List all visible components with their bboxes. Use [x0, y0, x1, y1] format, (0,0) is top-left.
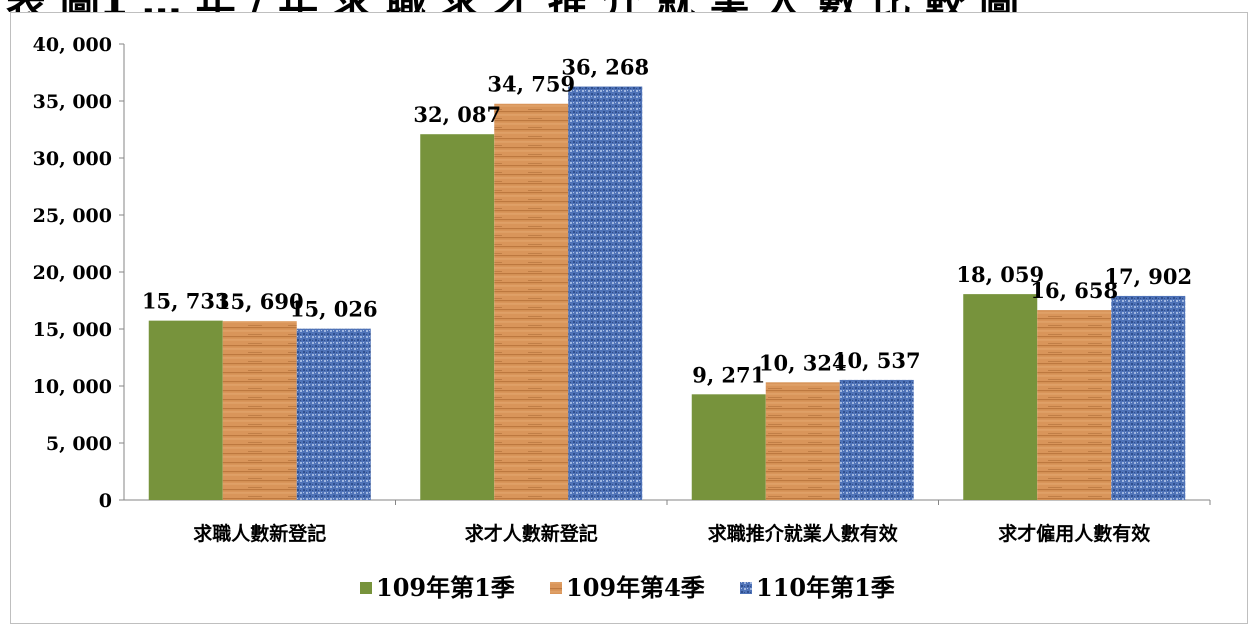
data-label: 18, 059: [956, 262, 1044, 287]
legend-label: 109年第4季: [566, 573, 705, 602]
data-label: 36, 268: [561, 55, 649, 80]
y-tick-label: 30, 000: [33, 148, 112, 170]
bar-3-4: [1111, 295, 1186, 500]
bar-3-1: [296, 328, 371, 500]
legend-label: 109年第1季: [376, 573, 515, 602]
bar-2-4: [1037, 310, 1112, 500]
bar-2-2: [494, 103, 569, 500]
data-label: 9, 271: [692, 362, 765, 387]
legend: 109年第1季 109年第4季 110年第1季: [360, 573, 895, 602]
data-label: 10, 537: [833, 348, 921, 373]
legend-swatch: [740, 582, 752, 594]
x-tick-label: 求職人數新登記: [193, 522, 326, 545]
data-label: 15, 026: [290, 297, 378, 322]
y-tick-label: 10, 000: [33, 376, 112, 398]
bar-1-2: [420, 134, 495, 501]
y-tick-label: 5, 000: [46, 433, 112, 455]
chart-title: 表 圖1 … 年 / 年 求 職 求 才 推 介 就 業 人 數 比 較 圖: [6, 0, 1019, 12]
bar-3-2: [568, 86, 643, 500]
bar-3-3: [839, 379, 914, 500]
bars: [148, 86, 1186, 501]
bar-1-1: [148, 320, 223, 500]
y-tick-label: 25, 000: [33, 205, 112, 227]
y-tick-label: 0: [99, 490, 112, 512]
title-strip: 表 圖1 … 年 / 年 求 職 求 才 推 介 就 業 人 數 比 較 圖: [0, 0, 1254, 12]
x-tick-label: 求職推介就業人數有效: [708, 522, 898, 545]
data-label: 15, 733: [142, 289, 230, 314]
axes: 0 5, 000 10, 000 15, 000 20, 000 25, 000 30, 0…: [33, 34, 1211, 545]
y-tick-label: 35, 000: [33, 91, 112, 113]
x-tick-label: 求才人數新登記: [465, 522, 598, 545]
chart-frame: [10, 12, 1248, 624]
y-tick-label: 20, 000: [33, 262, 112, 284]
data-label: 17, 902: [1104, 264, 1192, 289]
bar-1-3: [691, 394, 766, 500]
legend-swatch: [360, 582, 372, 594]
data-label: 10, 324: [759, 350, 847, 375]
bar-2-1: [222, 321, 297, 500]
data-label: 34, 759: [487, 72, 575, 97]
legend-label: 110年第1季: [756, 573, 895, 602]
data-label: 15, 690: [216, 289, 304, 314]
x-tick-label: 求才僱用人數有效: [998, 522, 1150, 545]
y-tick-label: 40, 000: [33, 34, 112, 56]
data-label: 16, 658: [1030, 278, 1118, 303]
y-tick-label: 15, 000: [33, 319, 112, 341]
bar-2-3: [765, 382, 840, 500]
data-label: 32, 087: [413, 102, 501, 127]
bar-1-4: [963, 294, 1038, 500]
legend-swatch: [550, 582, 562, 594]
